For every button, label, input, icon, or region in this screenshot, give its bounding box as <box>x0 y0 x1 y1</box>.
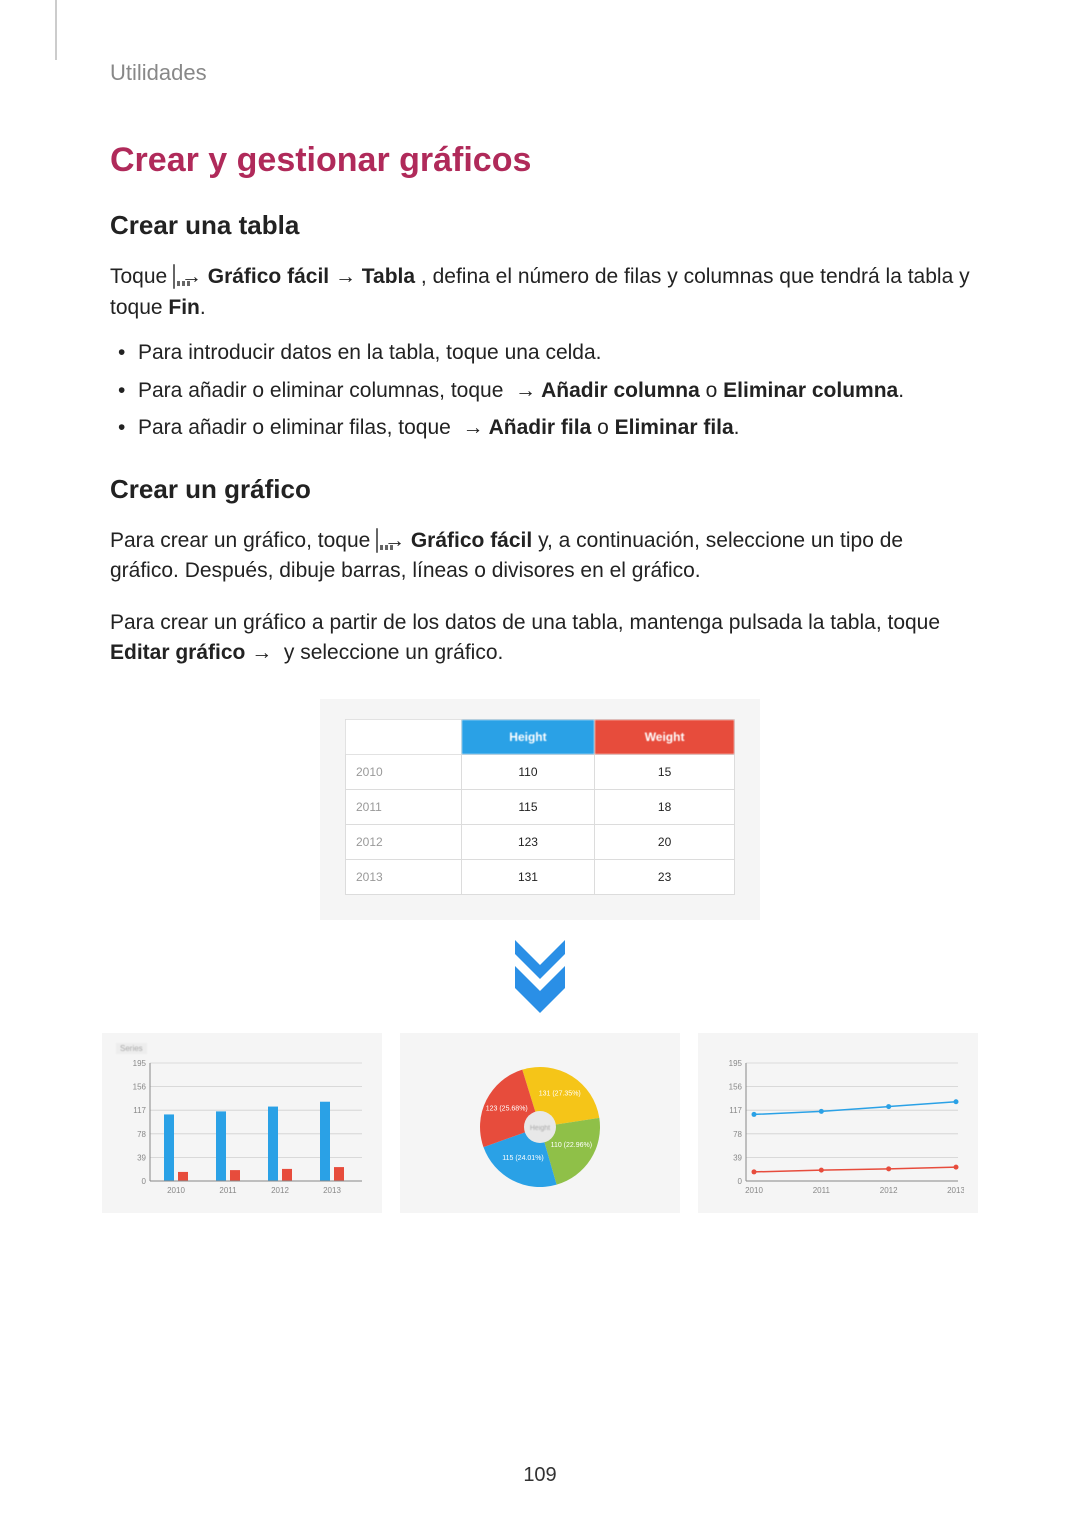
table-cell: 18 <box>595 789 735 824</box>
table-row-label: 2011 <box>346 789 462 824</box>
chart-legend-label: Series <box>116 1043 147 1054</box>
svg-text:195: 195 <box>729 1059 743 1068</box>
table-cell: 110 <box>461 754 594 789</box>
svg-text:0: 0 <box>142 1177 147 1186</box>
svg-text:2011: 2011 <box>219 1186 237 1195</box>
table-cell: 115 <box>461 789 594 824</box>
chart-paragraph-2: Para crear un gráfico a partir de los da… <box>110 608 970 669</box>
page-title: Crear y gestionar gráficos <box>110 141 970 180</box>
text-bold: Fin <box>168 296 200 319</box>
bar-chart-card: Series 0 39 78 117 156 195 2010 2011 2012 2013 <box>102 1033 382 1213</box>
svg-text:39: 39 <box>137 1153 146 1162</box>
page-number: 109 <box>0 1464 1080 1487</box>
svg-text:117: 117 <box>133 1106 146 1115</box>
text-bold: → Añadir fila <box>463 416 592 439</box>
svg-text:156: 156 <box>133 1082 147 1091</box>
bullet-item: Para añadir o eliminar filas, toque → Añ… <box>138 412 970 444</box>
text-bold: Editar gráfico → <box>110 641 278 664</box>
svg-text:2012: 2012 <box>271 1186 289 1195</box>
line-chart: 0 39 78 117 156 195 2010 2011 2012 2013 <box>712 1049 964 1199</box>
bullet-item: Para introducir datos en la tabla, toque… <box>138 337 970 369</box>
svg-text:2013: 2013 <box>323 1186 341 1195</box>
text-bold: → Añadir columna <box>515 379 700 402</box>
pie-chart-card: 131 (27.35%) 110 (22.96%) 115 (24.01%) 123 … <box>400 1033 680 1213</box>
text: . <box>898 379 904 402</box>
arrow-down-icon <box>505 940 575 1015</box>
text: y seleccione un gráfico. <box>284 641 503 664</box>
table-cell: 15 <box>595 754 735 789</box>
chart-paragraph-1: Para crear un gráfico, toque → Gráfico f… <box>110 526 970 587</box>
text-bold: → Gráfico fácil <box>384 529 532 552</box>
easychart-icon <box>173 264 175 289</box>
text-bold: → Gráfico fácil → Tabla <box>181 265 415 288</box>
table-header-cell: Height <box>461 719 594 754</box>
bullet-item: Para añadir o eliminar columnas, toque →… <box>138 375 970 407</box>
svg-text:78: 78 <box>733 1129 742 1138</box>
text: . <box>200 296 206 319</box>
svg-text:2010: 2010 <box>167 1186 185 1195</box>
svg-text:2012: 2012 <box>880 1186 898 1195</box>
text: o <box>597 416 615 439</box>
figure-area: HeightWeight2010110152011115182012123202… <box>110 699 970 1213</box>
svg-text:131 (27.35%): 131 (27.35%) <box>539 1090 581 1097</box>
table-bullet-list: Para introducir datos en la tabla, toque… <box>110 337 970 444</box>
table-cell: 23 <box>595 859 735 894</box>
svg-text:2011: 2011 <box>813 1186 831 1195</box>
margin-decoration <box>55 0 57 60</box>
svg-text:78: 78 <box>137 1129 146 1138</box>
table-row-label: 2010 <box>346 754 462 789</box>
text: Para añadir o eliminar columnas, toque <box>138 379 509 402</box>
bar-chart: 0 39 78 117 156 195 2010 2011 2012 2013 <box>116 1049 368 1199</box>
svg-text:0: 0 <box>738 1177 743 1186</box>
svg-text:195: 195 <box>133 1059 147 1068</box>
breadcrumb: Utilidades <box>110 60 970 86</box>
table-cell: 123 <box>461 824 594 859</box>
text: Para añadir o eliminar filas, toque <box>138 416 457 439</box>
text: Para crear un gráfico, toque <box>110 529 376 552</box>
section-heading-chart: Crear un gráfico <box>110 474 970 505</box>
easychart-icon <box>376 528 378 553</box>
svg-text:123 (25.68%): 123 (25.68%) <box>486 1105 528 1112</box>
table-row-label: 2012 <box>346 824 462 859</box>
svg-text:115 (24.01%): 115 (24.01%) <box>502 1155 544 1162</box>
svg-text:156: 156 <box>729 1082 743 1091</box>
table-row-label: 2013 <box>346 859 462 894</box>
text: o <box>706 379 724 402</box>
table-cell: 20 <box>595 824 735 859</box>
example-table-card: HeightWeight2010110152011115182012123202… <box>320 699 760 920</box>
manual-page: Utilidades Crear y gestionar gráficos Cr… <box>0 0 1080 1527</box>
svg-text:2010: 2010 <box>745 1186 763 1195</box>
text: . <box>734 416 740 439</box>
table-header-cell <box>346 719 462 754</box>
text-bold: Eliminar fila <box>615 416 734 439</box>
pie-chart: 131 (27.35%) 110 (22.96%) 115 (24.01%) 123 … <box>414 1049 666 1199</box>
charts-row: Series 0 39 78 117 156 195 2010 2011 2012 2013 13… <box>110 1033 970 1213</box>
line-chart-card: 0 39 78 117 156 195 2010 2011 2012 2013 <box>698 1033 978 1213</box>
text-bold: Eliminar columna <box>723 379 898 402</box>
text: Para crear un gráfico a partir de los da… <box>110 611 940 634</box>
section-heading-table: Crear una tabla <box>110 210 970 241</box>
svg-text:2013: 2013 <box>947 1186 964 1195</box>
text: Para introducir datos en la tabla, toque… <box>138 341 601 364</box>
table-paragraph: Toque → Gráfico fácil → Tabla , defina e… <box>110 262 970 323</box>
text: Toque <box>110 265 173 288</box>
table-cell: 131 <box>461 859 594 894</box>
svg-text:39: 39 <box>733 1153 742 1162</box>
svg-text:110 (22.96%): 110 (22.96%) <box>551 1142 593 1149</box>
example-table: HeightWeight2010110152011115182012123202… <box>345 719 735 895</box>
svg-text:Height: Height <box>530 1125 550 1132</box>
table-header-cell: Weight <box>595 719 735 754</box>
svg-text:117: 117 <box>729 1106 742 1115</box>
